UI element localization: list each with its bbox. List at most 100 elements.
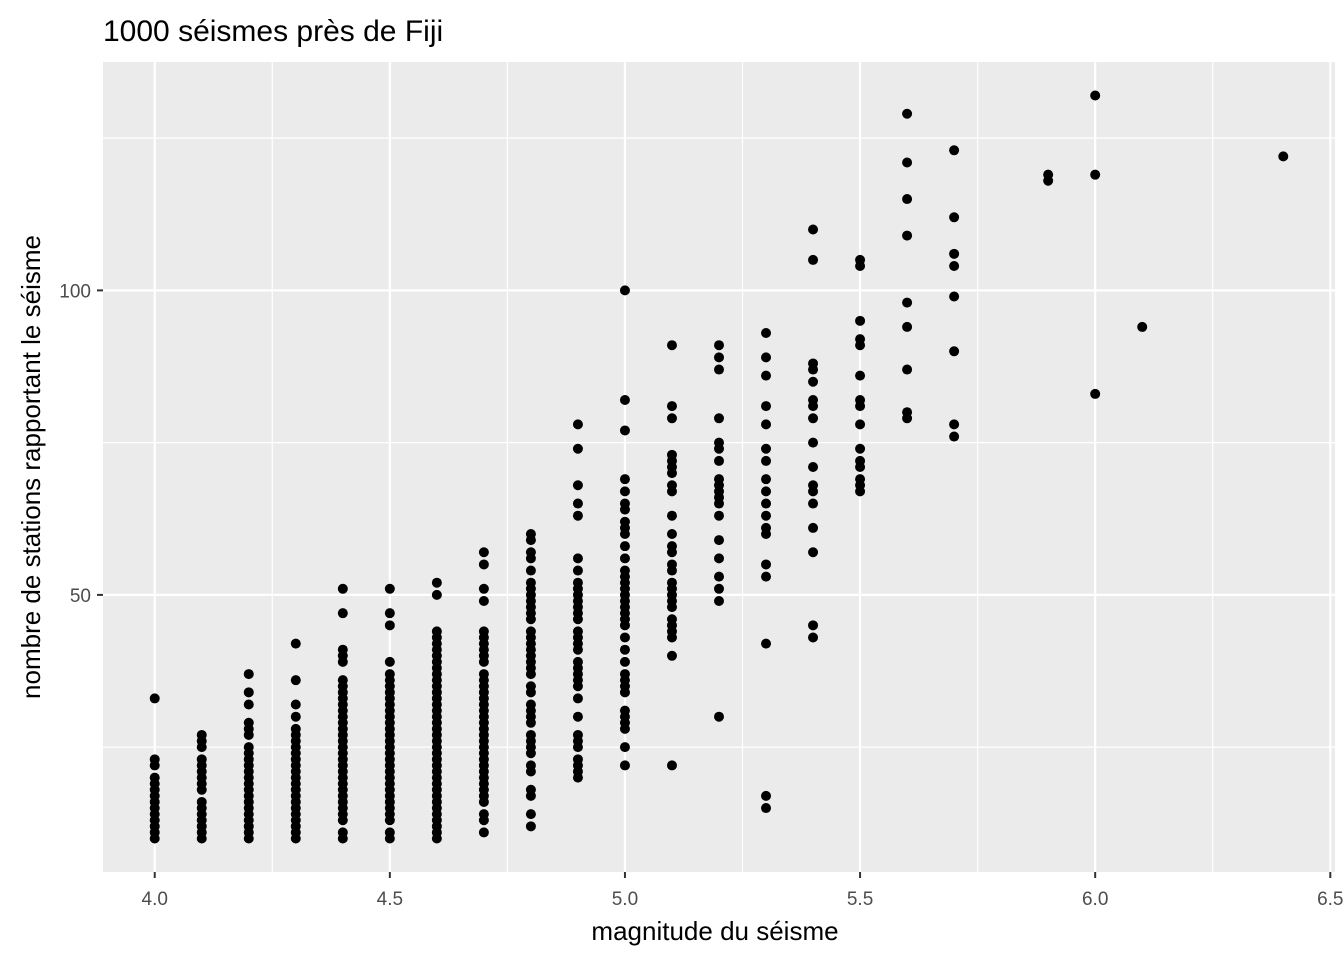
y-axis-ticks: 50 100 xyxy=(59,281,103,607)
data-point xyxy=(572,693,583,704)
data-point xyxy=(855,370,866,381)
y-tick-label: 100 xyxy=(59,281,91,302)
data-point xyxy=(243,669,254,680)
data-point xyxy=(666,413,677,424)
data-point xyxy=(855,474,866,485)
data-point xyxy=(808,413,819,424)
data-point xyxy=(808,632,819,643)
data-point xyxy=(855,419,866,430)
data-point xyxy=(666,480,677,491)
data-point xyxy=(808,480,819,491)
data-point xyxy=(949,261,960,272)
data-point xyxy=(1090,90,1101,101)
data-point xyxy=(714,340,724,351)
data-point xyxy=(902,407,913,418)
data-point xyxy=(808,498,819,509)
x-tick-label: 4.5 xyxy=(377,889,403,910)
data-point xyxy=(714,437,724,448)
data-point xyxy=(666,340,677,351)
data-point xyxy=(808,224,819,235)
data-point xyxy=(619,644,630,655)
data-point xyxy=(572,729,583,740)
data-point xyxy=(714,571,724,582)
data-point xyxy=(290,723,301,734)
data-point xyxy=(902,194,913,205)
data-point xyxy=(714,583,724,594)
data-point xyxy=(196,754,207,765)
data-point xyxy=(761,510,772,521)
data-point xyxy=(525,626,536,637)
data-point xyxy=(525,821,536,832)
data-point xyxy=(525,528,536,539)
data-point xyxy=(525,577,536,588)
data-point xyxy=(666,528,677,539)
data-point xyxy=(243,717,254,728)
data-point xyxy=(714,595,724,606)
data-point xyxy=(1090,388,1101,399)
data-point xyxy=(855,395,866,406)
data-point xyxy=(572,498,583,509)
data-point xyxy=(525,809,536,820)
data-point xyxy=(149,693,160,704)
data-point xyxy=(290,711,301,722)
data-point xyxy=(619,632,630,643)
data-point xyxy=(902,230,913,241)
data-point xyxy=(619,498,630,509)
data-point xyxy=(384,827,395,838)
data-point xyxy=(290,699,301,710)
data-point xyxy=(666,541,677,552)
data-point xyxy=(337,827,348,838)
data-point xyxy=(714,364,724,375)
data-point xyxy=(478,626,489,637)
data-point xyxy=(761,498,772,509)
data-point xyxy=(855,334,866,345)
data-point xyxy=(572,626,583,637)
data-point xyxy=(666,510,677,521)
data-point xyxy=(525,565,536,576)
data-point xyxy=(714,553,724,564)
data-point xyxy=(808,254,819,265)
data-point xyxy=(761,571,772,582)
y-axis-title: nombre de stations rapportant le séisme xyxy=(16,235,46,699)
data-point xyxy=(949,212,960,223)
data-point xyxy=(949,145,960,156)
data-point xyxy=(761,522,772,533)
data-point xyxy=(337,608,348,619)
y-tick-label: 50 xyxy=(70,586,91,607)
data-point xyxy=(1090,169,1101,180)
data-point xyxy=(431,589,442,600)
x-tick-label: 4.0 xyxy=(142,889,168,910)
data-point xyxy=(619,553,630,564)
x-tick-label: 5.0 xyxy=(612,889,638,910)
data-point xyxy=(949,346,960,357)
data-point xyxy=(619,565,630,576)
data-point xyxy=(808,547,819,558)
data-point xyxy=(572,553,583,564)
data-point xyxy=(149,754,160,765)
data-point xyxy=(902,364,913,375)
data-point xyxy=(525,547,536,558)
data-point xyxy=(855,315,866,326)
data-point xyxy=(384,669,395,680)
data-point xyxy=(666,401,677,412)
data-point xyxy=(431,577,442,588)
data-point xyxy=(290,638,301,649)
data-point xyxy=(902,108,913,119)
data-point xyxy=(761,474,772,485)
x-tick-label: 6.0 xyxy=(1082,889,1108,910)
data-point xyxy=(619,395,630,406)
data-point xyxy=(384,620,395,631)
data-point xyxy=(619,705,630,716)
data-point xyxy=(666,760,677,771)
data-point xyxy=(855,254,866,265)
data-point xyxy=(384,656,395,667)
data-point xyxy=(761,419,772,430)
data-point xyxy=(714,352,724,363)
data-point xyxy=(808,358,819,369)
data-point xyxy=(714,455,724,466)
data-point xyxy=(619,541,630,552)
data-point xyxy=(572,443,583,454)
data-point xyxy=(949,419,960,430)
data-point xyxy=(714,474,724,485)
